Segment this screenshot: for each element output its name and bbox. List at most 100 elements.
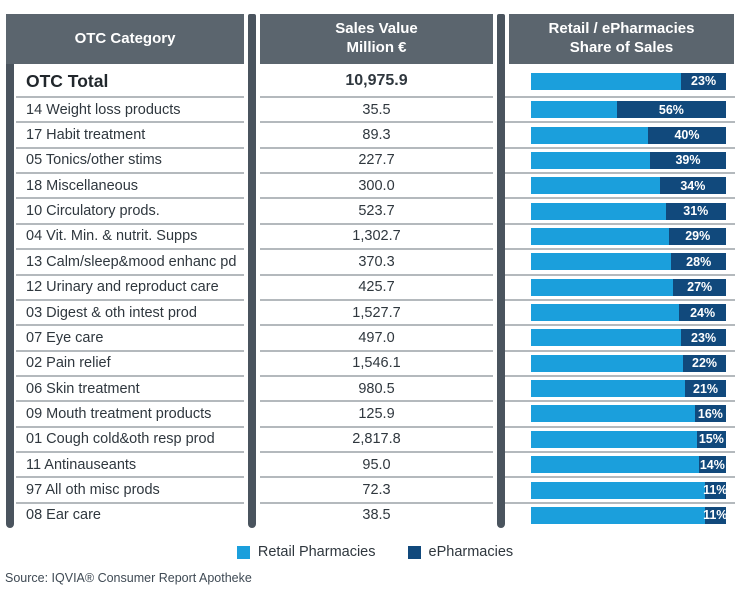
- epharmacy-share-label: 22%: [692, 356, 718, 371]
- retail-segment: [531, 506, 705, 524]
- retail-segment: [531, 253, 672, 271]
- epharmacy-segment: 24%: [679, 304, 726, 322]
- table-row-bar: 24%: [505, 301, 735, 327]
- sales-value-cell: 35.5: [260, 98, 493, 124]
- legend-retail-label: Retail Pharmacies: [257, 544, 376, 560]
- epharmacy-share-label: 28%: [686, 254, 712, 269]
- column-header-sales-line2: Million €: [346, 39, 407, 56]
- epharmacy-segment: 31%: [665, 202, 726, 220]
- epharmacy-share-label: 23%: [691, 330, 717, 345]
- category-cell: 08 Ear care: [26, 507, 101, 524]
- sales-value-cell: 89.3: [260, 123, 493, 149]
- sales-value-cell: 10,975.9: [260, 66, 493, 98]
- table-row-bar: 28%: [505, 250, 735, 276]
- retail-segment: [531, 278, 674, 296]
- retail-segment: [531, 405, 695, 423]
- epharmacy-share-label: 15%: [698, 432, 724, 447]
- epharmacy-segment: 27%: [673, 278, 726, 296]
- category-cell: 17 Habit treatment: [16, 123, 244, 149]
- epharmacy-segment: 11%: [703, 506, 728, 524]
- epharmacy-share-label: 11%: [703, 483, 728, 498]
- category-cell: 06 Skin treatment: [16, 377, 244, 403]
- table-row-bar: 14%: [505, 453, 735, 479]
- category-cell: 01 Cough cold&oth resp prod: [16, 428, 244, 454]
- table-row-bar: 11%: [505, 478, 735, 504]
- epharmacy-segment: 15%: [696, 430, 726, 448]
- epharmacy-segment: 21%: [685, 380, 726, 398]
- epharmacy-share-label: 21%: [693, 381, 719, 396]
- table-row-bar: 11%: [505, 504, 735, 527]
- epharmacy-segment: 23%: [681, 329, 726, 347]
- epharmacy-share-label: 23%: [691, 74, 717, 88]
- category-cell: 11 Antinauseants: [16, 453, 244, 479]
- epharmacy-share-label: 29%: [685, 229, 711, 244]
- category-cell: 05 Tonics/other stims: [16, 149, 244, 175]
- table-row-bar: 34%: [505, 174, 735, 200]
- category-cell: 07 Eye care: [16, 326, 244, 352]
- legend-epharmacy-label: ePharmacies: [428, 544, 514, 560]
- share-bar: 11%: [531, 481, 728, 499]
- sales-value-cell: 497.0: [260, 326, 493, 352]
- epharmacy-segment: 34%: [659, 177, 726, 195]
- sales-value-cell: 1,527.7: [260, 301, 493, 327]
- share-bar: 31%: [531, 202, 726, 220]
- retail-segment: [531, 380, 686, 398]
- epharmacy-share-label: 14%: [699, 457, 725, 472]
- category-cell: 09 Mouth treatment products: [16, 402, 244, 428]
- retail-segment: [531, 177, 660, 195]
- table-row-bar: 40%: [505, 123, 735, 149]
- category-cell: 12 Urinary and reproduct care: [16, 276, 244, 301]
- table-row-bar: 15%: [505, 428, 735, 454]
- share-bar: 16%: [531, 405, 726, 423]
- table-row-bar: 27%: [505, 276, 735, 301]
- sales-value-cell: 227.7: [260, 149, 493, 175]
- table-row-bar: 16%: [505, 402, 735, 428]
- epharmacy-segment: 40%: [648, 126, 726, 144]
- share-bar: 21%: [531, 380, 726, 398]
- epharmacy-segment: 22%: [683, 354, 726, 372]
- epharmacy-segment: 56%: [616, 101, 726, 119]
- retail-segment: [531, 354, 684, 372]
- column-header-share-line1: Retail / ePharmacies: [548, 20, 695, 38]
- epharmacy-legend-swatch: [407, 545, 421, 559]
- legend-item-retail: Retail Pharmacies: [236, 544, 376, 560]
- epharmacy-segment: 14%: [698, 456, 726, 474]
- sales-value-cell: 980.5: [260, 377, 493, 403]
- share-bar: 15%: [531, 430, 726, 448]
- table-row-bar: 39%: [505, 149, 735, 175]
- source-note: Source: IQVIA® Consumer Report Apotheke: [5, 571, 252, 585]
- category-cell: 13 Calm/sleep&mood enhanc pd: [16, 250, 244, 276]
- sales-value-cell: 523.7: [260, 199, 493, 225]
- share-bar: 22%: [531, 354, 726, 372]
- epharmacy-share-label: 11%: [703, 508, 728, 523]
- legend-item-epharmacies: ePharmacies: [407, 544, 514, 560]
- table-row-bar: 23%: [505, 326, 735, 352]
- sales-value-cell: 1,302.7: [260, 225, 493, 251]
- sales-value-cell: 72.3: [260, 478, 493, 504]
- sales-value-cell: 300.0: [260, 174, 493, 200]
- retail-segment: [531, 227, 670, 245]
- column-header-sales-line1: Sales Value: [335, 20, 418, 38]
- sales-value-cell: 370.3: [260, 250, 493, 276]
- sales-value-cell: 95.0: [260, 453, 493, 479]
- retail-segment: [531, 456, 699, 474]
- retail-segment: [531, 304, 680, 322]
- column-header-sales-value: Sales Value Million €: [260, 14, 493, 64]
- share-bar-column: 23% 56% 40% 39% 34% 31% 29% 28% 27% 24% 23% 22% 21% 1…: [505, 66, 735, 527]
- share-bar: 28%: [531, 253, 726, 271]
- table-row-bar: 29%: [505, 225, 735, 251]
- share-bar: 23%: [531, 72, 726, 90]
- epharmacy-segment: 39%: [649, 151, 726, 169]
- share-bar: 14%: [531, 456, 726, 474]
- share-bar: 29%: [531, 227, 726, 245]
- retail-segment: [531, 101, 617, 119]
- epharmacy-share-label: 34%: [680, 178, 706, 193]
- share-bar: 56%: [531, 101, 726, 119]
- retail-segment: [531, 430, 697, 448]
- sales-value-cell: 125.9: [260, 402, 493, 428]
- category-cell: 04 Vit. Min. & nutrit. Supps: [16, 225, 244, 251]
- epharmacy-segment: 16%: [694, 405, 726, 423]
- sales-value-cell: 2,817.8: [260, 428, 493, 454]
- epharmacy-share-label: 40%: [674, 128, 700, 143]
